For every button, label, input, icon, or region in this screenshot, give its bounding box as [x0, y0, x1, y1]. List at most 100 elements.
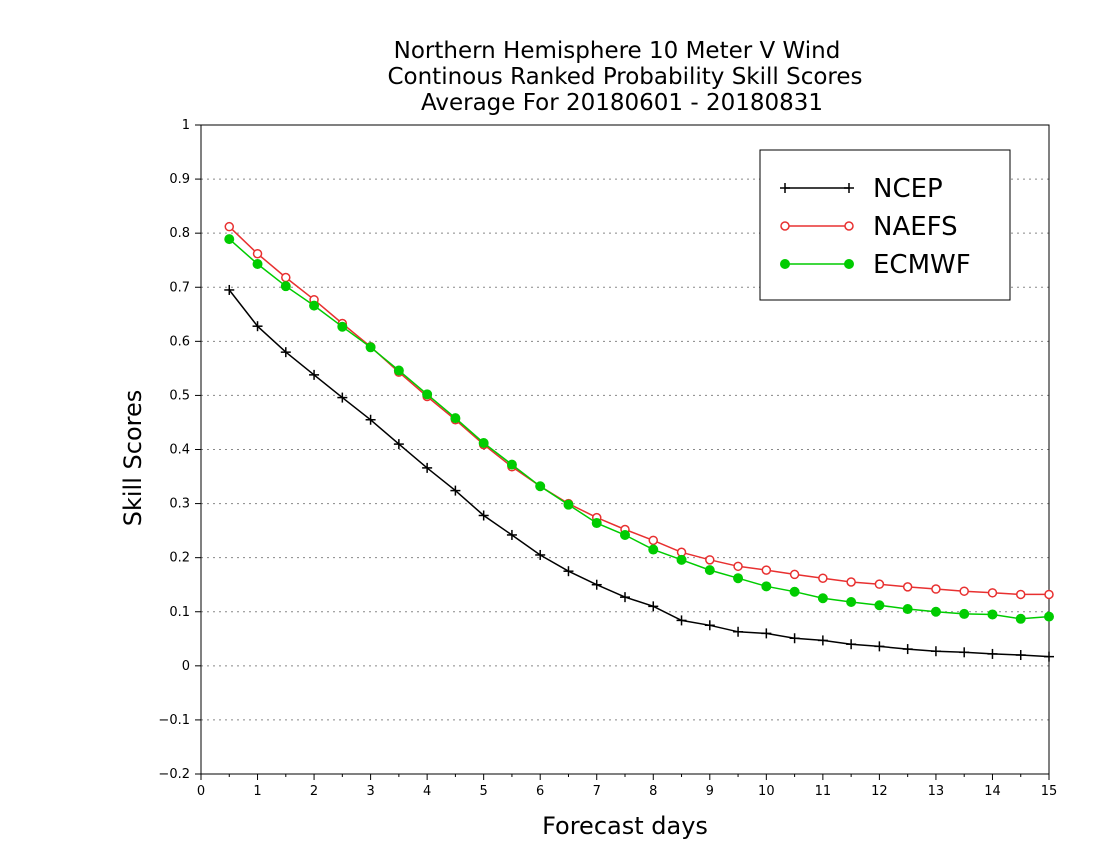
series-ncep	[224, 284, 1054, 662]
x-tick-label: 0	[197, 784, 205, 799]
data-point-naefs	[281, 272, 291, 283]
series-line-ncep	[228, 289, 1050, 658]
x-tick-label: 12	[871, 784, 888, 799]
data-point-ncep	[563, 566, 574, 577]
data-point-ncep	[959, 647, 970, 658]
chart-title-line-2: Continous Ranked Probability Skill Score…	[387, 64, 862, 90]
legend-label-naefs: NAEFS	[873, 212, 958, 242]
data-point-naefs	[846, 577, 856, 587]
x-tick-label: 11	[815, 784, 832, 799]
data-point-ecmwf	[959, 608, 970, 619]
data-point-ecmwf	[224, 234, 235, 245]
data-point-ncep	[704, 620, 715, 631]
data-point-ncep	[309, 369, 320, 380]
legend-marker-start	[780, 221, 790, 231]
data-point-ecmwf	[309, 300, 320, 311]
data-point-ecmwf	[337, 321, 348, 332]
data-point-ncep	[393, 439, 404, 450]
data-point-naefs	[1044, 589, 1054, 600]
data-point-ecmwf	[478, 438, 489, 449]
data-point-ecmwf	[563, 499, 574, 510]
data-point-ecmwf	[620, 529, 630, 540]
legend-label-ecmwf: ECMWF	[873, 250, 971, 280]
data-point-naefs	[874, 579, 885, 589]
legend-box	[759, 149, 1011, 301]
data-point-naefs	[902, 582, 913, 592]
data-point-ncep	[450, 485, 461, 496]
data-point-ncep	[337, 392, 348, 403]
data-point-ecmwf	[450, 413, 461, 424]
data-point-naefs	[224, 221, 235, 232]
data-point-ecmwf	[365, 342, 376, 353]
data-point-ncep	[846, 639, 857, 650]
chart-title: Northern Hemisphere 10 Meter V Wind Cont…	[387, 38, 862, 116]
data-point-ecmwf	[648, 544, 659, 555]
y-tick-label: −0.2	[158, 767, 190, 782]
data-point-ncep	[506, 529, 517, 540]
x-tick-label: 6	[536, 784, 544, 799]
x-tick-label: 5	[480, 784, 488, 799]
data-point-ncep	[365, 414, 376, 425]
data-point-ncep	[733, 626, 744, 637]
data-point-naefs	[987, 588, 998, 598]
series-ecmwf	[224, 234, 1054, 624]
data-point-naefs	[959, 586, 969, 596]
data-point-ncep	[224, 284, 235, 295]
data-point-naefs	[705, 555, 715, 565]
legend-marker-start	[780, 259, 790, 269]
data-point-ecmwf	[280, 281, 291, 292]
legend-label-ncep: NCEP	[873, 174, 943, 204]
y-tick-label: 0	[182, 659, 190, 674]
data-point-ncep	[987, 648, 998, 659]
legend-item-ecmwf: ECMWF	[780, 250, 971, 280]
x-tick-label: 4	[423, 784, 431, 799]
legend-marker-start	[780, 183, 790, 193]
y-tick-label: 0.7	[169, 280, 190, 295]
data-point-ncep	[761, 628, 772, 639]
series-layer	[224, 221, 1054, 662]
data-point-ncep	[478, 510, 489, 521]
data-point-ecmwf	[902, 604, 913, 615]
data-point-ecmwf	[789, 586, 800, 597]
data-point-ecmwf	[930, 606, 941, 617]
x-tick-label: 14	[984, 784, 1001, 799]
data-point-ecmwf	[874, 600, 885, 611]
chart-title-line-3: Average For 20180601 - 20180831	[421, 90, 823, 116]
legend-marker-end	[844, 221, 854, 231]
data-point-ncep	[620, 592, 630, 603]
x-tick-label: 10	[758, 784, 775, 799]
x-tick-label: 7	[593, 784, 601, 799]
data-point-naefs	[1015, 589, 1026, 600]
x-tick-label: 2	[310, 784, 318, 799]
data-point-ncep	[930, 646, 941, 657]
x-tick-label: 13	[928, 784, 945, 799]
data-point-ecmwf	[1015, 613, 1026, 624]
data-point-ecmwf	[591, 518, 602, 529]
data-point-ncep	[422, 462, 433, 473]
legend-item-naefs: NAEFS	[780, 212, 958, 242]
data-point-naefs	[252, 248, 263, 259]
data-point-ecmwf	[422, 389, 433, 400]
data-point-ncep	[817, 635, 828, 646]
data-point-ncep	[902, 644, 913, 655]
data-point-naefs	[818, 573, 828, 583]
y-tick-label: 0.2	[169, 551, 190, 566]
data-point-ecmwf	[987, 609, 998, 620]
data-point-ecmwf	[252, 258, 263, 269]
data-point-ncep	[789, 633, 800, 644]
y-axis: −0.2 −0.1 0 0.1 0.2 0.3 0.4 0.5 0.6 0.7 0.8 0.9 1	[158, 118, 201, 782]
legend-marker-end	[844, 183, 854, 193]
legend: NCEP NAEFS ECMWF	[759, 149, 1011, 301]
x-axis-title: Forecast days	[542, 812, 708, 840]
data-point-ecmwf	[733, 573, 744, 584]
x-axis: 0 1 2 3 4 5 6 7 8 9 10 11 12 13 14 15	[197, 774, 1057, 799]
data-point-ecmwf	[704, 565, 715, 576]
data-point-ncep	[280, 347, 291, 358]
data-point-ncep	[252, 321, 263, 332]
x-tick-label: 15	[1041, 784, 1058, 799]
data-point-naefs	[789, 569, 800, 580]
data-point-ecmwf	[676, 554, 687, 565]
data-point-naefs	[931, 584, 941, 594]
data-point-ncep	[648, 601, 659, 612]
